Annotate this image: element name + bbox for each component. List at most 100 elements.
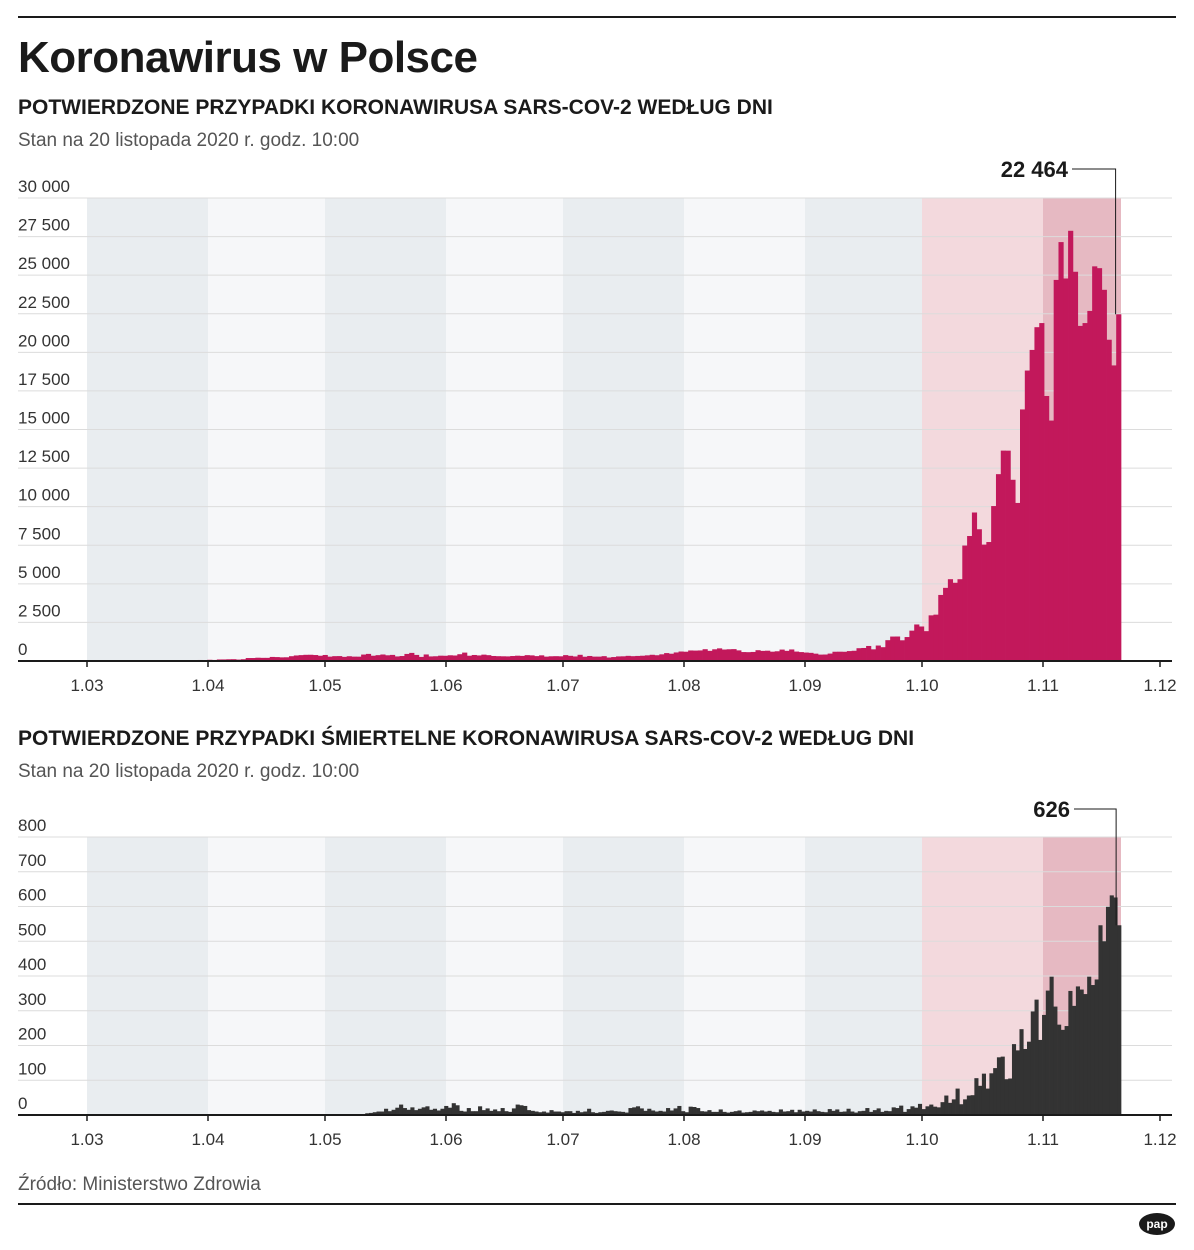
cases-bar	[904, 637, 910, 661]
deaths-bar	[790, 1109, 795, 1115]
deaths-bar	[620, 1111, 626, 1115]
cases-bar	[870, 649, 877, 661]
deaths-bar	[899, 1105, 904, 1115]
deaths-bar	[594, 1112, 599, 1115]
cases-bar	[288, 656, 295, 661]
deaths-ytick-label: 600	[18, 886, 46, 905]
cases-bar	[567, 655, 574, 661]
chart2-title: POTWIERDZONE PRZYPADKI ŚMIERTELNE KORONA…	[18, 727, 915, 750]
deaths-bar	[485, 1108, 490, 1115]
cases-ytick-label: 27 500	[18, 216, 70, 235]
deaths-bar	[929, 1104, 934, 1115]
cases-bar	[640, 655, 646, 661]
cases-bar	[558, 656, 564, 661]
cases-bar	[284, 657, 290, 661]
cases-bar	[505, 656, 511, 661]
cases-bar	[337, 656, 343, 661]
cases-bar	[798, 652, 804, 661]
cases-bar	[529, 655, 535, 661]
deaths-bar	[432, 1108, 438, 1115]
deaths-bar	[1011, 1044, 1017, 1115]
deaths-bar	[699, 1111, 704, 1115]
cases-bar	[1015, 502, 1021, 661]
deaths-ytick-label: 700	[18, 851, 46, 870]
cases-bar	[909, 630, 915, 661]
deaths-bar	[564, 1111, 569, 1115]
deaths-bar	[609, 1110, 614, 1115]
deaths-bar	[1105, 906, 1111, 1115]
cases-bar	[1010, 479, 1016, 661]
cases-ytick-label: 5 000	[18, 563, 61, 582]
deaths-bar	[681, 1111, 686, 1115]
cases-bar	[741, 652, 747, 661]
cases-ytick-label: 17 500	[18, 370, 70, 389]
deaths-bar	[820, 1111, 825, 1115]
deaths-bar	[523, 1105, 528, 1115]
deaths-bar	[504, 1111, 509, 1115]
cases-bar	[375, 655, 381, 661]
deaths-bar	[827, 1109, 832, 1115]
deaths-bar	[1087, 976, 1092, 1115]
cases-bar	[793, 651, 800, 661]
cases-bar	[452, 655, 458, 661]
deaths-bar	[985, 1088, 990, 1115]
cases-bar	[717, 648, 723, 661]
deaths-bar	[425, 1106, 430, 1115]
cases-bar	[736, 650, 742, 661]
deaths-bar	[651, 1110, 656, 1115]
deaths-bar	[760, 1110, 765, 1115]
cases-bar	[1044, 395, 1050, 661]
cases-bar	[409, 652, 415, 661]
cases-bar	[971, 512, 978, 661]
pap-logo-text: pap	[1146, 1217, 1167, 1231]
cases-bar	[313, 655, 319, 661]
deaths-bar	[940, 1102, 945, 1115]
cases-xtick-label: 1.09	[788, 676, 821, 695]
deaths-bar	[842, 1111, 847, 1115]
deaths-bar	[647, 1108, 652, 1115]
cases-xtick-label: 1.11	[1027, 676, 1059, 695]
deaths-bar	[613, 1111, 618, 1115]
cases-bar	[515, 655, 521, 661]
deaths-bar	[1057, 1024, 1062, 1115]
cases-bar	[1116, 314, 1122, 661]
cases-ytick-label: 0	[18, 640, 27, 659]
cases-xtick-label: 1.08	[667, 676, 700, 695]
deaths-bar	[429, 1109, 434, 1115]
deaths-bar	[846, 1108, 851, 1115]
deaths-bar	[981, 1073, 986, 1115]
deaths-bar	[733, 1111, 738, 1115]
deaths-bar	[511, 1108, 516, 1115]
cases-bar	[370, 655, 376, 661]
cases-bar	[293, 655, 299, 661]
cases-bar	[683, 651, 689, 661]
cases-bar	[255, 657, 261, 661]
deaths-bar	[444, 1105, 449, 1115]
deaths-bar	[402, 1108, 407, 1115]
deaths-bar	[1042, 1014, 1047, 1115]
cases-bar	[769, 651, 776, 661]
cases-bar	[976, 529, 982, 661]
cases-bar	[1053, 279, 1059, 661]
deaths-bar	[861, 1110, 866, 1115]
deaths-bar	[534, 1111, 539, 1115]
deaths-bar	[1068, 990, 1073, 1115]
deaths-bar	[1049, 976, 1054, 1115]
cases-bar	[380, 654, 386, 661]
deaths-bar	[500, 1108, 505, 1115]
cases-bar	[779, 649, 785, 661]
cases-bar	[620, 656, 626, 661]
cases-bar	[856, 648, 862, 661]
cases-bar	[1063, 278, 1069, 661]
deaths-bar	[955, 1088, 960, 1115]
cases-bar	[303, 654, 309, 661]
deaths-bar	[1098, 925, 1103, 1115]
cases-bar	[822, 654, 828, 661]
cases-bar	[630, 656, 636, 661]
cases-xtick-label: 1.05	[308, 676, 341, 695]
cases-ytick-label: 15 000	[18, 409, 70, 428]
deaths-bar	[455, 1105, 460, 1115]
cases-bar	[957, 579, 963, 661]
cases-bar	[1034, 327, 1040, 661]
deaths-xtick-label: 1.09	[788, 1130, 821, 1149]
